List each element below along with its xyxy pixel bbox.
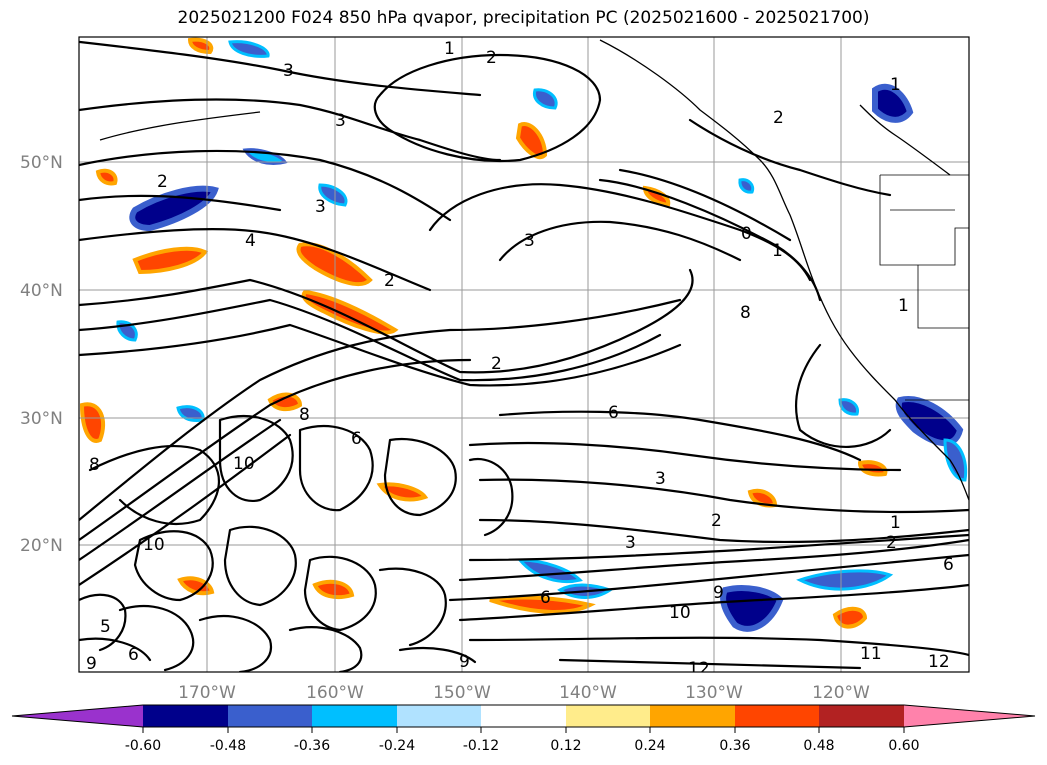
colorbar-tick: -0.48 [210,738,246,754]
colorbar-bin [228,705,312,727]
contour-label: 12 [928,652,950,672]
contour-label: 3 [524,231,535,251]
contour-label: 6 [608,403,619,423]
colorbar: -0.60 -0.48 -0.36 -0.24 -0.12 0.12 0.24 … [11,704,1036,754]
chart-title: 2025021200 F024 850 hPa qvapor, precipit… [177,8,870,28]
lat-label-40n: 40°N [20,281,63,301]
contour-label: 1 [890,513,901,533]
map-content: 1 2 3 3 2 3 4 2 2 3 0 1 2 1 1 8 6 3 2 1 … [79,37,969,679]
colorbar-bin [819,705,904,727]
colorbar-tick: -0.60 [125,738,161,754]
contour-label: 10 [233,454,255,474]
contour-label: 1 [772,241,783,261]
contour-label: 2 [773,108,784,128]
colorbar-tick: -0.36 [294,738,330,754]
contour-label: 1 [898,296,909,316]
colorbar-bin [735,705,819,727]
lon-label-140w: 140°W [559,683,617,703]
colorbar-tick: 0.36 [719,738,750,754]
contour-label: 1 [444,39,455,59]
colorbar-tick: 0.48 [803,738,834,754]
contour-label: 12 [688,659,710,679]
qvapor-contours [79,40,969,672]
contour-label: 10 [143,535,165,555]
lon-label-120w: 120°W [812,683,870,703]
contour-label: 2 [711,511,722,531]
coastline [99,39,969,501]
contour-label: 1 [890,75,901,95]
colorbar-bin [650,705,735,727]
colorbar-extend-high [904,705,1035,727]
colorbar-bin [566,705,650,727]
contour-label: 2 [157,172,168,192]
contour-label: 2 [886,533,897,553]
colorbar-bin [481,705,566,727]
contour-label: 4 [245,231,256,251]
contour-label: 9 [459,652,470,672]
contour-label: 3 [283,61,294,81]
contour-label: 8 [89,455,100,475]
lon-label-150w: 150°W [433,683,491,703]
contour-label: 2 [384,271,395,291]
contour-label: 9 [713,583,724,603]
colorbar-tick: -0.24 [379,738,415,754]
contour-label: 3 [655,469,666,489]
contour-label: 5 [100,617,111,637]
lon-label-170w: 170°W [178,683,236,703]
contour-label: 2 [491,354,502,374]
contour-labels: 1 2 3 3 2 3 4 2 2 3 0 1 2 1 1 8 6 3 2 1 … [86,39,954,679]
contour-label: 8 [299,405,310,425]
contour-label: 6 [540,588,551,608]
contour-label: 2 [486,48,497,68]
colorbar-tick: 0.60 [888,738,919,754]
contour-label: 3 [625,533,636,553]
colorbar-bin [397,705,481,727]
lat-label-20n: 20°N [20,536,63,556]
contour-label: 11 [860,644,882,664]
lon-label-130w: 130°W [685,683,743,703]
colorbar-bin [312,705,397,727]
colorbar-tick: -0.12 [463,738,499,754]
longitude-labels: 170°W 160°W 150°W 140°W 130°W 120°W [178,683,870,703]
contour-label: 6 [128,645,139,665]
contour-label: 3 [315,197,326,217]
contour-label: 3 [335,111,346,131]
contour-label: 9 [86,654,97,674]
colorbar-tick: 0.12 [550,738,581,754]
lat-label-50n: 50°N [20,153,63,173]
lon-label-160w: 160°W [306,683,364,703]
map-frame [78,36,970,673]
contour-label: 0 [741,224,752,244]
contour-label: 10 [669,603,691,623]
colorbar-tick: 0.24 [634,738,665,754]
latitude-labels: 50°N 40°N 30°N 20°N [20,153,63,556]
contour-label: 6 [351,429,362,449]
contour-label: 6 [943,555,954,575]
colorbar-bin [143,705,228,727]
contour-label: 8 [740,303,751,323]
colorbar-extend-low [12,705,143,727]
lat-label-30n: 30°N [20,409,63,429]
